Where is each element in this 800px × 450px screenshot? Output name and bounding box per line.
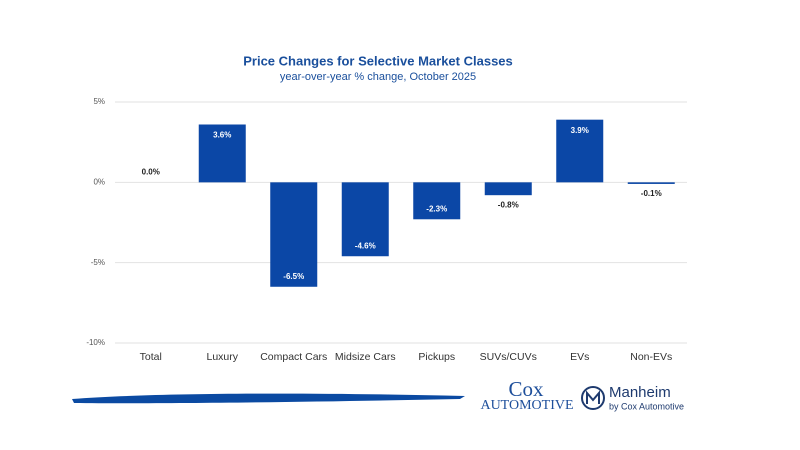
value-label: 3.6% (213, 131, 231, 140)
bar (484, 182, 532, 196)
x-tick-label: Compact Cars (260, 351, 327, 363)
partner-icon-m (586, 390, 600, 404)
chart-title: Price Changes for Selective Market Class… (243, 53, 513, 68)
value-label: -2.3% (426, 204, 447, 213)
value-label: -0.1% (641, 189, 662, 198)
bar (413, 182, 461, 220)
x-tick-label: Non-EVs (630, 351, 672, 363)
partner-sub: by Cox Automotive (609, 401, 684, 411)
bar (556, 119, 604, 183)
y-tick-label: 5% (93, 97, 105, 106)
bar (627, 182, 675, 184)
value-label: 0.0% (142, 167, 160, 176)
y-tick-label: 0% (93, 177, 105, 186)
value-label: 3.9% (571, 126, 589, 135)
bar (270, 182, 318, 287)
y-tick-label: -10% (86, 338, 105, 347)
x-tick-label: Midsize Cars (335, 351, 396, 363)
partner-icon (581, 386, 605, 410)
brand-name: Cox (508, 377, 544, 401)
x-tick-label: SUVs/CUVs (480, 351, 537, 363)
swoosh (72, 393, 465, 404)
footer: Cox Automotive Manheim by Cox Automotive (72, 377, 684, 413)
x-tick-label: EVs (570, 351, 589, 363)
x-tick-label: Total (140, 351, 162, 363)
value-label: -0.8% (498, 200, 519, 209)
bar (198, 124, 246, 183)
x-tick-label: Pickups (418, 351, 455, 363)
x-tick-label: Luxury (206, 351, 238, 363)
bar (341, 182, 389, 257)
y-tick-label: -5% (91, 258, 105, 267)
brand-sub: Automotive (480, 398, 573, 413)
value-label: -6.5% (283, 272, 304, 281)
value-label: -4.6% (355, 241, 376, 250)
chart-subtitle: year-over-year % change, October 2025 (280, 71, 476, 83)
partner-name: Manheim (609, 384, 671, 401)
